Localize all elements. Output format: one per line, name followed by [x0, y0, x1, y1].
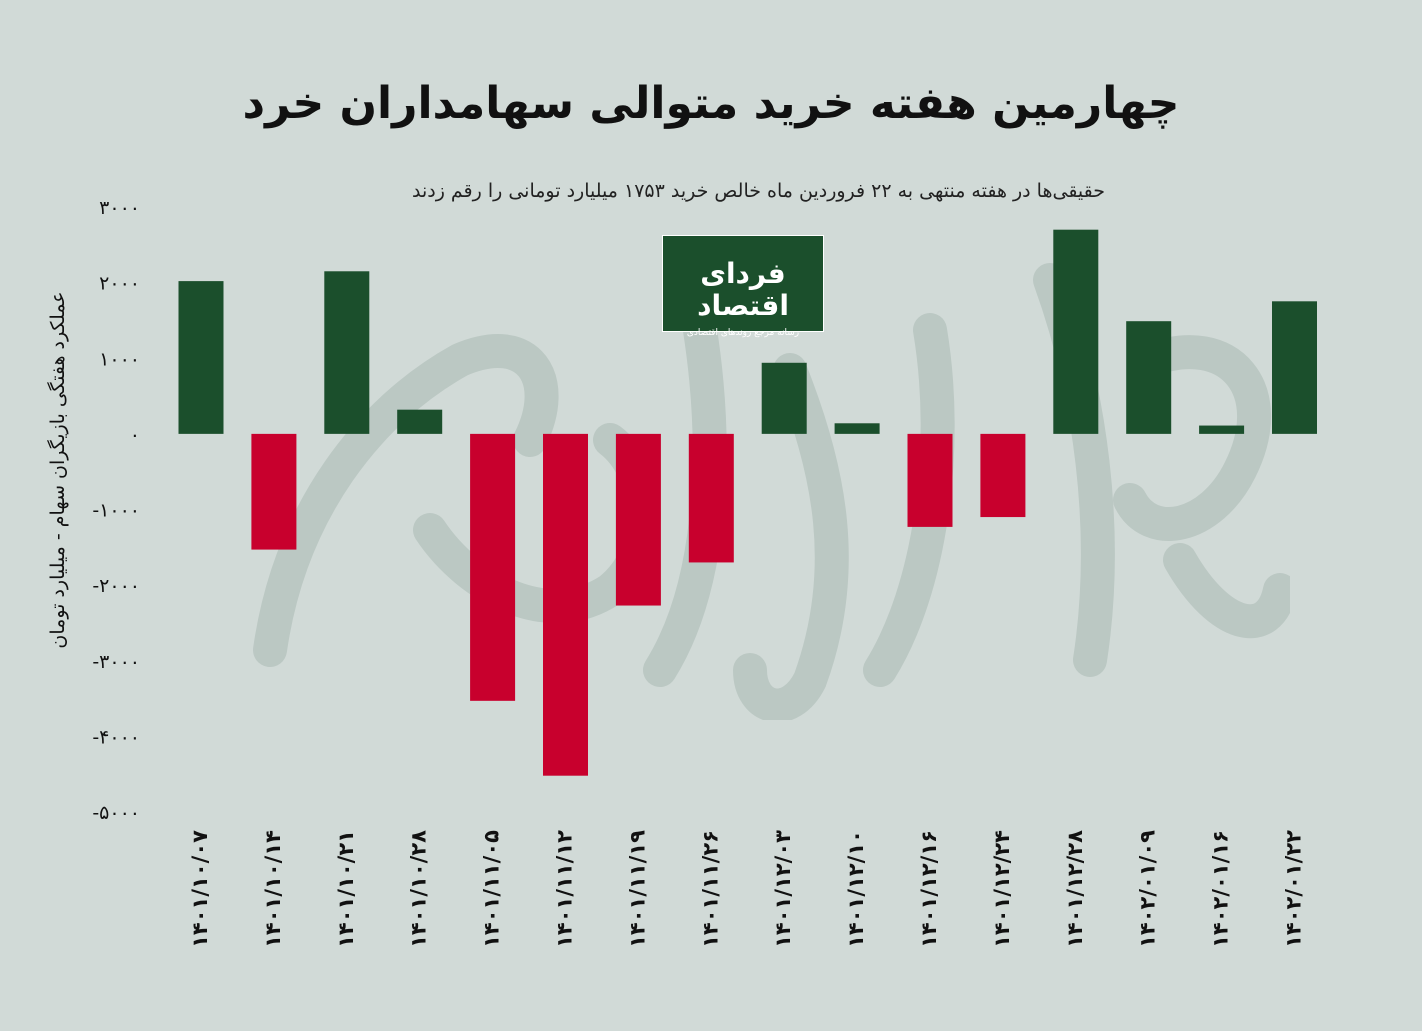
bar	[615, 433, 661, 606]
x-tick-label: ۱۴۰۱/۱۱/۱۹	[625, 830, 649, 948]
x-tick-label: ۱۴۰۱/۱۲/۱۰	[844, 830, 868, 948]
y-axis-ticks: ۳۰۰۰ ۲۰۰۰ ۱۰۰۰ ۰ -۱۰۰۰ -۲۰۰۰ -۳۰۰۰ -۴۰۰۰ -۵۰۰۰	[92, 197, 140, 824]
x-tick-label: ۱۴۰۱/۱۰/۰۷	[188, 830, 212, 948]
bar	[543, 433, 588, 776]
bar	[251, 433, 297, 550]
bar	[324, 271, 370, 434]
bar	[1199, 425, 1245, 434]
chart-subtitle: حقیقی‌ها در هفته منتهی به ۲۲ فروردین ماه…	[411, 180, 1106, 202]
x-tick-label: ۱۴۰۱/۱۲/۰۳	[771, 830, 795, 948]
y-tick-label: -۳۰۰۰	[92, 651, 140, 673]
y-tick-label: ۳۰۰۰	[99, 197, 140, 219]
x-tick-label: ۱۴۰۱/۱۰/۲۱	[334, 830, 358, 948]
bar	[1053, 229, 1099, 434]
bar	[397, 409, 443, 434]
x-tick-label: ۱۴۰۱/۱۲/۲۴	[990, 830, 1014, 948]
bar	[1126, 321, 1172, 434]
x-tick-label: ۱۴۰۱/۱۱/۱۲	[553, 830, 577, 948]
chart-title: چهارمین هفته خرید متوالی سهامداران خرد	[242, 78, 1180, 129]
x-tick-label: ۱۴۰۱/۱۱/۲۶	[698, 830, 722, 948]
logo-name: فردای اقتصاد	[697, 257, 789, 322]
bar	[1272, 301, 1317, 434]
y-tick-label: ۲۰۰۰	[99, 273, 140, 295]
y-tick-label: -۱۰۰۰	[92, 500, 140, 522]
bar	[834, 423, 880, 434]
bar	[907, 433, 953, 527]
bar	[178, 281, 224, 434]
y-tick-label: -۵۰۰۰	[92, 802, 140, 824]
x-tick-label: ۱۴۰۲/۰۱/۲۲	[1282, 830, 1306, 948]
brand-logo: فردای اقتصاد رسانه مرجع روندهای اقتصادی	[662, 235, 824, 338]
x-tick-label: ۱۴۰۱/۱۲/۱۶	[917, 830, 941, 948]
bar	[980, 433, 1026, 518]
bar	[688, 433, 734, 563]
y-tick-label: -۴۰۰۰	[92, 726, 140, 748]
x-axis-ticks: ۱۴۰۱/۱۰/۰۷ ۱۴۰۱/۱۰/۱۴ ۱۴۰۱/۱۰/۲۱ ۱۴۰۱/۱۰/۲۸…	[188, 830, 1306, 948]
bars	[178, 229, 1317, 776]
x-tick-label: ۱۴۰۲/۰۱/۱۶	[1209, 830, 1233, 948]
bar	[470, 433, 516, 701]
x-tick-label: ۱۴۰۲/۰۱/۰۹	[1136, 830, 1160, 948]
y-tick-label: -۲۰۰۰	[92, 575, 140, 597]
logo-tagline: رسانه مرجع روندهای اقتصادی	[686, 328, 800, 338]
x-tick-label: ۱۴۰۱/۱۰/۲۸	[407, 830, 431, 948]
x-tick-label: ۱۴۰۱/۱۰/۱۴	[261, 830, 285, 948]
x-tick-label: ۱۴۰۱/۱۱/۰۵	[480, 830, 504, 948]
x-tick-label: ۱۴۰۱/۱۲/۲۸	[1063, 830, 1087, 948]
y-tick-label: ۰	[130, 424, 140, 446]
bar	[761, 362, 807, 434]
y-tick-label: ۱۰۰۰	[99, 348, 140, 370]
